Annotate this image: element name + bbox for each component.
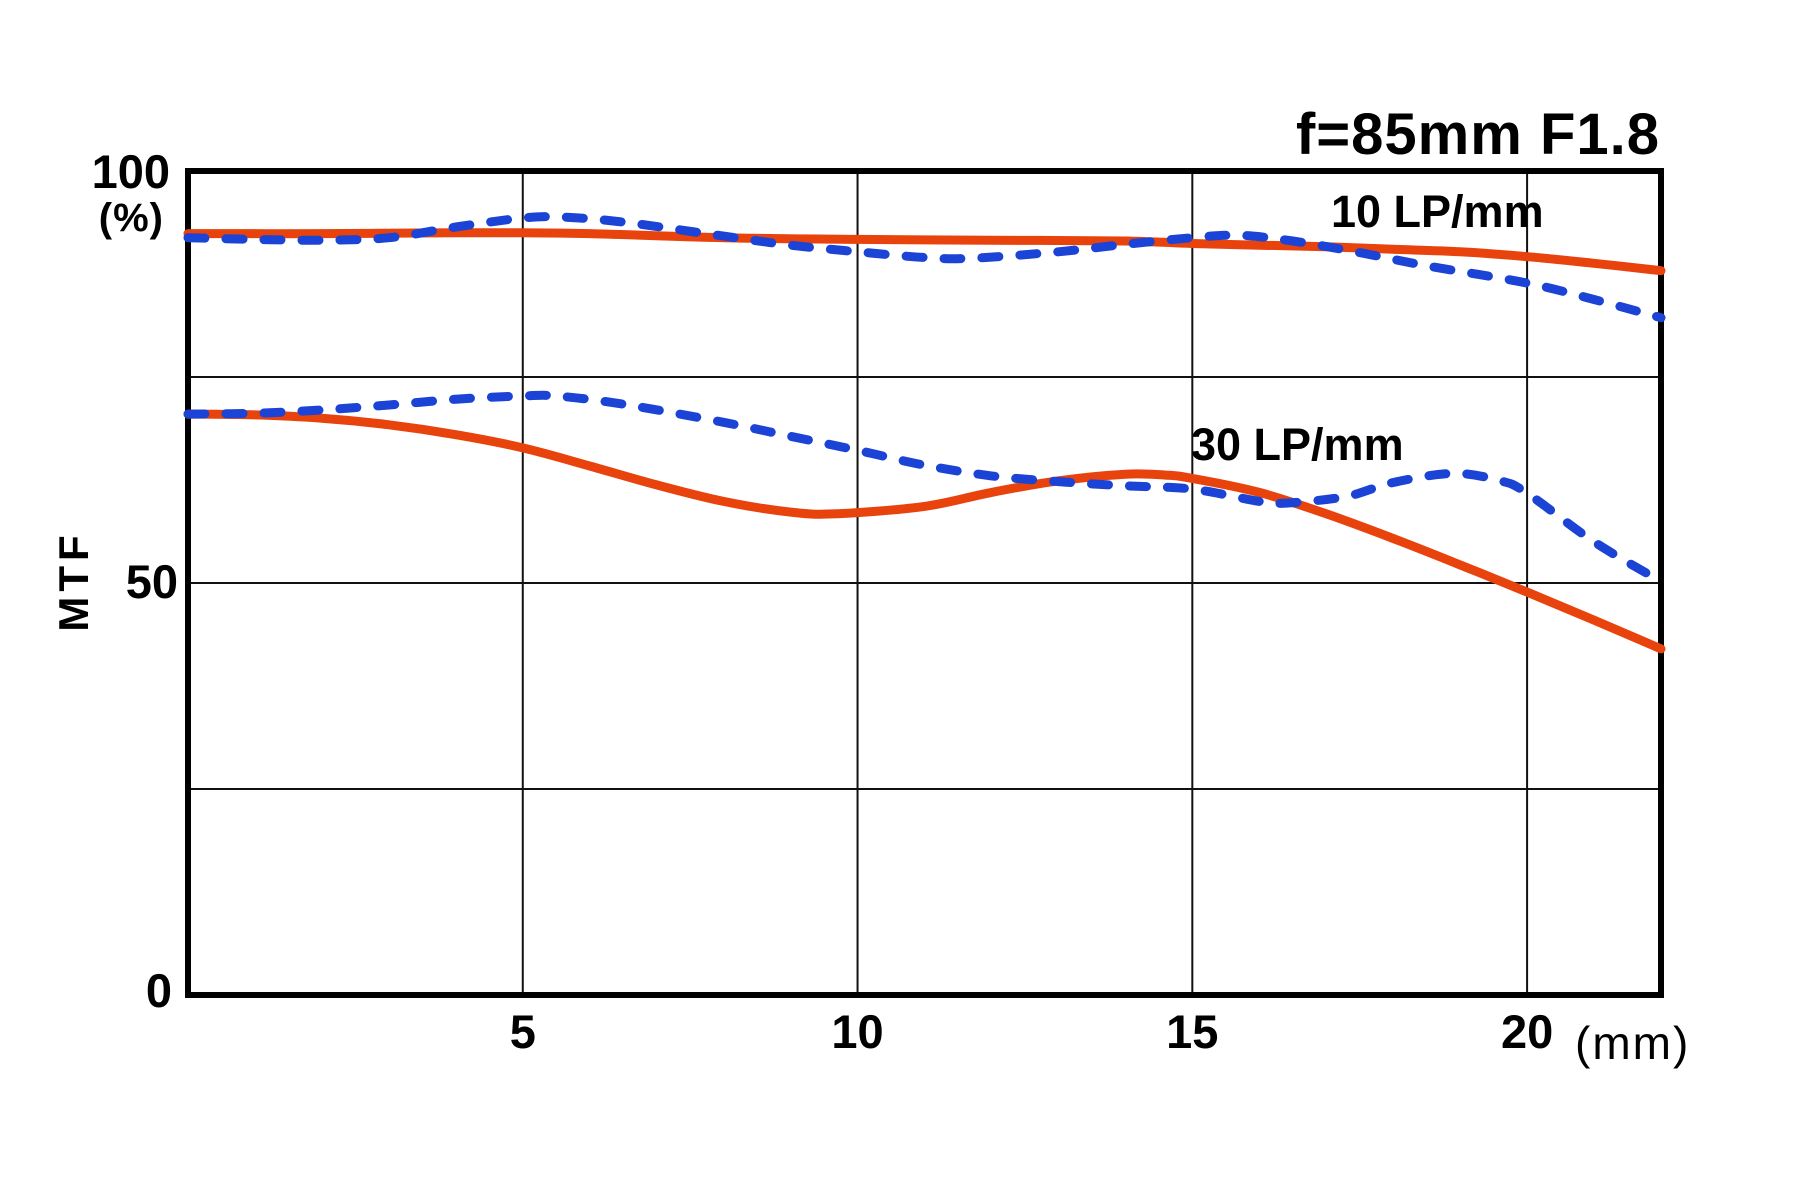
y-axis-title-mtf: MTF (50, 530, 97, 632)
series-path-30-lp-mm-dashed (183, 390, 1666, 586)
legend-label-10lpmm: 10 LP/mm (1331, 186, 1544, 237)
plot-border (185, 168, 1664, 998)
y-axis-tick-100: 100 (91, 145, 170, 198)
series-path-30-lp-mm-solid (183, 409, 1666, 654)
x-axis-tick-20: 20 (1500, 1005, 1554, 1058)
y-axis-tick-0: 0 (145, 964, 172, 1017)
series-path-10-lp-mm-solid (183, 228, 1666, 276)
x-axis-unit-mm: (mm) (1575, 1017, 1691, 1069)
x-axis-tick-15: 15 (1166, 1005, 1219, 1058)
x-axis-tick-10: 10 (831, 1005, 884, 1058)
series-path-10-lp-mm-dashed (183, 212, 1666, 323)
legend-label-30lpmm: 30 LP/mm (1191, 419, 1404, 470)
chart-title: f=85mm F1.8 (1295, 102, 1660, 167)
y-axis-tick-50: 50 (125, 555, 178, 608)
y-axis-unit-percent: (%) (98, 196, 164, 240)
x-axis-tick-5: 5 (509, 1005, 536, 1058)
